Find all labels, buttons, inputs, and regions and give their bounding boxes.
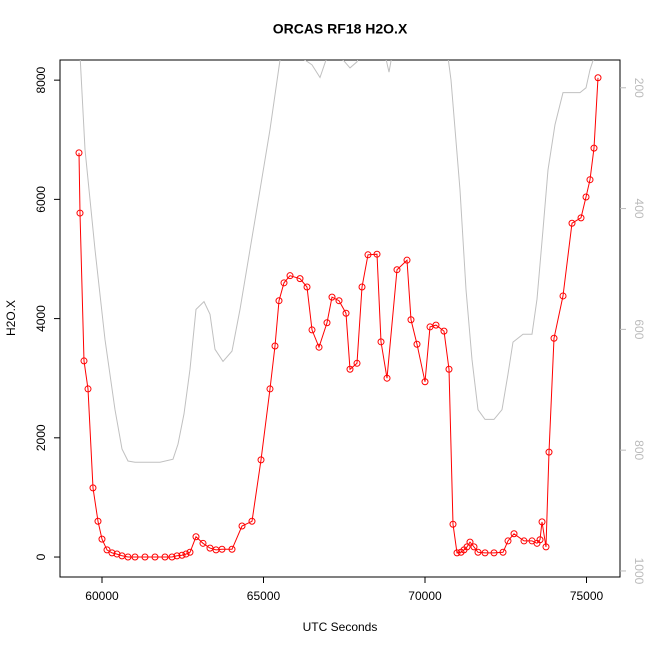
y2-tick-label: 400 <box>632 199 646 219</box>
data-point <box>182 550 190 558</box>
data-point <box>168 553 176 561</box>
data-point <box>238 522 246 530</box>
data-point <box>421 378 429 386</box>
data-point <box>520 537 528 545</box>
data-point <box>594 74 602 82</box>
data-point <box>470 543 478 551</box>
y2-tick-label: 1000 <box>632 558 646 585</box>
data-point <box>89 484 97 492</box>
data-point <box>199 539 207 547</box>
data-point <box>296 275 304 283</box>
data-point <box>315 343 323 351</box>
data-point <box>271 342 279 350</box>
data-point <box>280 279 288 287</box>
data-point <box>151 553 159 561</box>
data-point <box>346 365 354 373</box>
data-point <box>538 518 546 526</box>
data-point <box>504 537 512 545</box>
data-point <box>499 548 507 556</box>
data-point <box>308 326 316 334</box>
data-point <box>481 549 489 557</box>
data-point <box>103 546 111 554</box>
data-point <box>173 552 181 560</box>
data-point <box>536 536 544 544</box>
data-point <box>568 219 576 227</box>
data-point <box>186 548 194 556</box>
data-point <box>353 359 361 367</box>
data-point <box>266 385 274 393</box>
data-point <box>248 517 256 525</box>
data-point <box>275 297 283 305</box>
data-point <box>161 553 169 561</box>
y-tick-label: 6000 <box>34 186 48 213</box>
data-point <box>393 266 401 274</box>
x-tick-label: 65000 <box>247 589 281 603</box>
chart-title: ORCAS RF18 H2O.X <box>273 21 408 37</box>
plot-area <box>75 60 602 561</box>
data-point <box>328 293 336 301</box>
y-tick-label: 0 <box>34 553 48 560</box>
data-point <box>545 448 553 456</box>
data-point <box>108 549 116 557</box>
data-point <box>542 543 550 551</box>
x-axis-label: UTC Seconds <box>303 620 378 634</box>
data-point <box>335 297 343 305</box>
data-point <box>131 553 139 561</box>
data-point <box>510 530 518 538</box>
data-point <box>257 456 265 464</box>
y-tick-label: 2000 <box>34 424 48 451</box>
data-point <box>445 365 453 373</box>
data-point <box>141 553 149 561</box>
y2-tick-label: 800 <box>632 440 646 460</box>
data-point <box>323 319 331 327</box>
data-point <box>364 251 372 259</box>
x-tick-label: 75000 <box>570 589 604 603</box>
data-point <box>358 283 366 291</box>
data-point <box>440 327 448 335</box>
data-point <box>192 533 200 541</box>
data-point <box>342 309 350 317</box>
data-point <box>218 545 226 553</box>
y-tick-label: 4000 <box>34 305 48 332</box>
data-point <box>407 316 415 324</box>
data-point <box>80 357 88 365</box>
data-point <box>582 193 590 201</box>
data-point <box>303 283 311 291</box>
y2-tick-label: 200 <box>632 78 646 98</box>
data-point <box>124 553 132 561</box>
data-point <box>466 538 474 546</box>
y-tick-label: 8000 <box>34 66 48 93</box>
data-point <box>449 520 457 528</box>
y2-tick-label: 600 <box>632 319 646 339</box>
data-point <box>76 209 84 217</box>
data-point <box>383 374 391 382</box>
data-point <box>453 549 461 557</box>
data-point <box>474 548 482 556</box>
data-point <box>286 272 294 280</box>
data-point <box>75 149 83 157</box>
data-point <box>490 549 498 557</box>
data-point <box>413 340 421 348</box>
x-tick-label: 60000 <box>85 589 119 603</box>
data-point <box>432 321 440 329</box>
y-axis-label: H2O.X <box>4 300 18 336</box>
series-line <box>79 60 594 463</box>
data-point <box>94 517 102 525</box>
plot-frame <box>59 59 621 578</box>
x-tick-label: 70000 <box>408 589 442 603</box>
data-point <box>403 256 411 264</box>
data-point <box>377 338 385 346</box>
data-point <box>373 250 381 258</box>
data-point <box>178 551 186 559</box>
data-point <box>84 385 92 393</box>
data-point <box>590 144 598 152</box>
series-line <box>78 77 599 558</box>
data-point <box>559 292 567 300</box>
data-point <box>577 214 585 222</box>
data-point <box>98 535 106 543</box>
data-point <box>586 176 594 184</box>
data-point <box>550 334 558 342</box>
data-point <box>228 545 236 553</box>
